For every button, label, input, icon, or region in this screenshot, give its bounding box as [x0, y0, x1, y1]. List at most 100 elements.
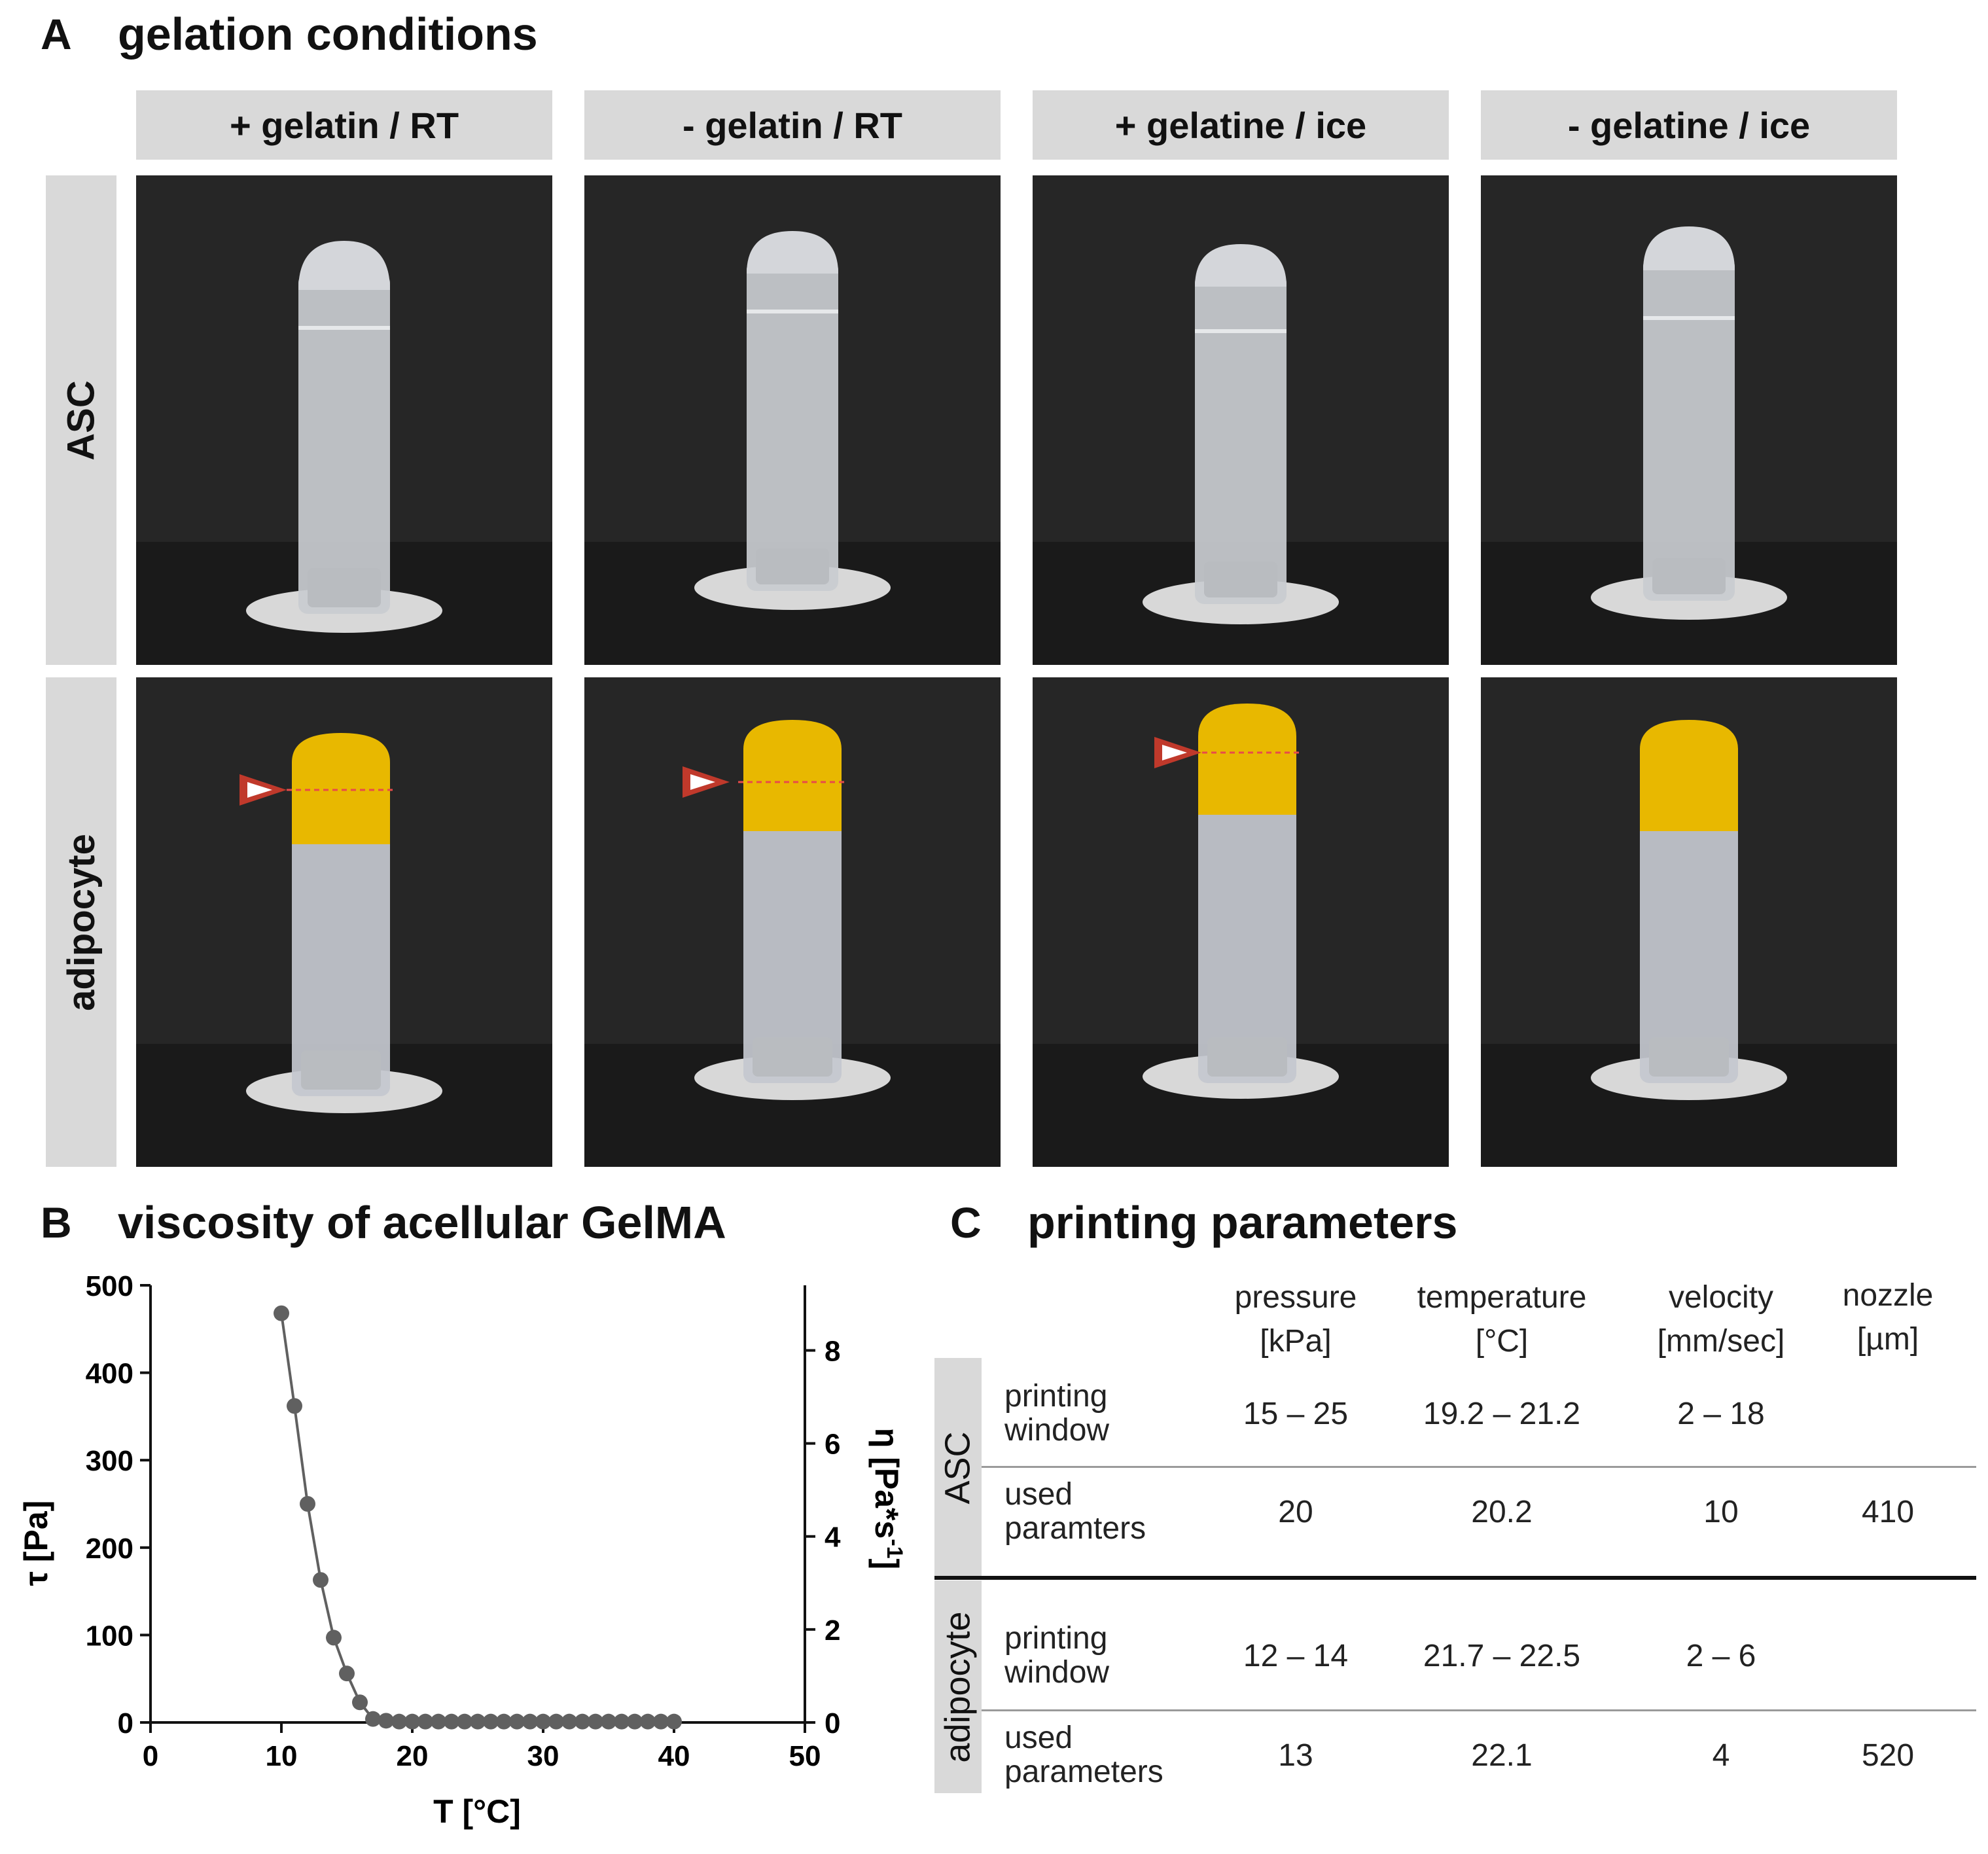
y-tick-label: 500	[86, 1270, 133, 1302]
header-temperature-line1: temperature	[1417, 1280, 1587, 1315]
x-tick-label: 0	[143, 1740, 158, 1772]
header-nozzle: nozzle [µm]	[1819, 1277, 1957, 1357]
asc-row1-label-line2: window	[1004, 1413, 1110, 1448]
y2-tick-label: 6	[825, 1429, 840, 1461]
x-axis-label: T [°C]	[433, 1793, 521, 1830]
data-point	[274, 1305, 289, 1321]
data-point	[470, 1713, 486, 1730]
data-point	[588, 1713, 603, 1730]
asc-row2-label: used paramters	[1004, 1478, 1146, 1546]
panel-b-title: viscosity of acellular GelMA	[118, 1197, 726, 1248]
data-point	[313, 1572, 328, 1588]
row-header-adipocyte: adipocyte	[46, 677, 116, 1167]
y2-tick-label: 4	[825, 1522, 841, 1554]
panel-b-letter: B	[41, 1198, 72, 1247]
asc-row2-velocity: 10	[1703, 1495, 1739, 1529]
x-tick-label: 50	[789, 1740, 821, 1772]
header-velocity-line2: [mm/sec]	[1657, 1324, 1785, 1359]
asc-row2-label-line1: used	[1004, 1477, 1073, 1512]
y-tick-label: 0	[118, 1707, 133, 1739]
group-asc-label: ASC	[938, 1431, 978, 1505]
data-point	[548, 1713, 564, 1730]
y2-axis-label: η [Pa*s-1]	[868, 1428, 907, 1569]
y2-tick-label: 0	[825, 1707, 840, 1739]
photo-asc-no-gelatine-ice	[1481, 175, 1897, 665]
data-point	[352, 1694, 368, 1711]
data-point	[666, 1713, 682, 1730]
data-point	[287, 1398, 302, 1414]
data-point	[509, 1713, 525, 1730]
photo-adipocyte-no-gelatine-ice	[1481, 677, 1897, 1167]
header-nozzle-line1: nozzle	[1842, 1278, 1934, 1313]
adipocyte-row2-label-line2: parameters	[1004, 1755, 1163, 1789]
photo-adipocyte-gelatin-rt	[136, 677, 552, 1167]
data-point	[444, 1713, 459, 1730]
column-header-3: + gelatine / ice	[1033, 90, 1449, 160]
adipocyte-row1-temperature: 21.7 – 22.5	[1423, 1639, 1581, 1673]
data-point	[601, 1713, 616, 1730]
row-header-asc-label: ASC	[60, 380, 103, 461]
row-header-asc: ASC	[46, 175, 116, 665]
data-point	[561, 1713, 577, 1730]
y-tick-label: 200	[86, 1533, 133, 1565]
data-point	[575, 1713, 590, 1730]
data-point	[378, 1713, 394, 1729]
asc-row1-pressure: 15 – 25	[1243, 1397, 1349, 1431]
y2-tick-label: 8	[825, 1335, 840, 1367]
adipocyte-row2-temperature: 22.1	[1471, 1738, 1533, 1773]
data-point	[483, 1713, 499, 1730]
data-point	[535, 1713, 551, 1730]
photo-asc-no-gelatin-rt	[584, 175, 1001, 665]
row-divider-adipocyte	[982, 1709, 1976, 1711]
group-asc: ASC	[934, 1358, 982, 1577]
asc-row2-nozzle: 410	[1861, 1495, 1915, 1529]
asc-row2-pressure: 20	[1278, 1495, 1313, 1529]
x-tick-label: 20	[397, 1740, 429, 1772]
group-adipocyte-label: adipocyte	[938, 1611, 978, 1763]
x-tick-label: 10	[266, 1740, 298, 1772]
x-tick-label: 30	[527, 1740, 559, 1772]
data-point	[431, 1713, 446, 1730]
panel-c-letter: C	[950, 1198, 982, 1247]
panel-c-title: printing parameters	[1027, 1197, 1458, 1248]
y-axis-label: τ [Pa]	[18, 1501, 54, 1586]
data-point	[326, 1630, 342, 1646]
column-header-2: - gelatin / RT	[584, 90, 1001, 160]
y-tick-label: 100	[86, 1620, 133, 1652]
adipocyte-row1-velocity: 2 – 6	[1686, 1639, 1756, 1673]
adipocyte-row1-label: printing window	[1004, 1622, 1109, 1690]
header-pressure: pressure [kPa]	[1198, 1279, 1394, 1359]
column-header-4: - gelatine / ice	[1481, 90, 1897, 160]
asc-row1-velocity: 2 – 18	[1677, 1397, 1765, 1431]
group-divider	[934, 1576, 1976, 1580]
asc-row2-temperature: 20.2	[1471, 1495, 1533, 1529]
data-point	[496, 1713, 512, 1730]
data-point	[653, 1713, 669, 1730]
adipocyte-row2-nozzle: 520	[1861, 1738, 1915, 1773]
series-line	[280, 1313, 674, 1723]
photo-adipocyte-no-gelatin-rt	[584, 677, 1001, 1167]
header-temperature-line2: [°C]	[1475, 1324, 1529, 1359]
data-point	[614, 1713, 630, 1730]
panel-a-title: gelation conditions	[118, 9, 538, 60]
asc-row1-label: printing window	[1004, 1380, 1109, 1448]
data-point	[627, 1713, 643, 1730]
asc-row1-label-line1: printing	[1004, 1379, 1108, 1414]
photo-asc-gelatin-rt	[136, 175, 552, 665]
y-tick-label: 300	[86, 1445, 133, 1477]
row-header-adipocyte-label: adipocyte	[60, 833, 103, 1011]
data-point	[404, 1713, 420, 1730]
x-tick-label: 40	[658, 1740, 690, 1772]
asc-row2-label-line2: paramters	[1004, 1511, 1146, 1546]
asc-row1-temperature: 19.2 – 21.2	[1423, 1397, 1581, 1431]
data-point	[339, 1666, 355, 1682]
column-header-1: + gelatin / RT	[136, 90, 552, 160]
adipocyte-row1-label-line2: window	[1004, 1655, 1110, 1690]
data-point	[522, 1713, 538, 1730]
y-tick-label: 400	[86, 1358, 133, 1390]
adipocyte-row2-label-line1: used	[1004, 1720, 1073, 1755]
header-temperature: temperature [°C]	[1394, 1279, 1610, 1359]
header-nozzle-line2: [µm]	[1856, 1322, 1919, 1357]
adipocyte-row1-pressure: 12 – 14	[1243, 1639, 1349, 1673]
